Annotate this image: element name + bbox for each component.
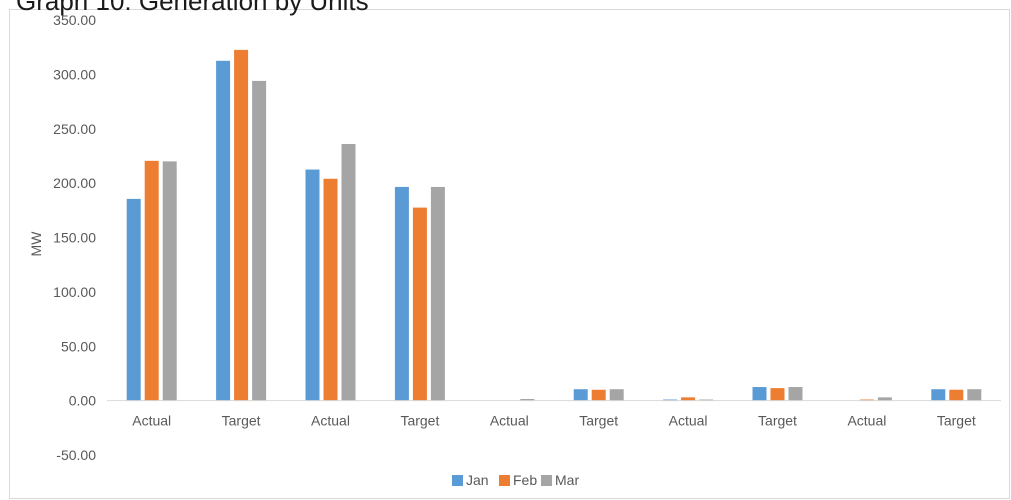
bar-jan [931, 389, 946, 401]
bar-mar [162, 161, 177, 401]
bars-group [126, 49, 982, 401]
legend-swatch-mar [541, 475, 552, 486]
x-tick-label: Actual [847, 413, 886, 429]
y-tick-label: 50.00 [61, 338, 96, 354]
bar-jan [394, 186, 409, 401]
bar-feb [770, 388, 785, 401]
bar-mar [609, 389, 624, 401]
y-tick-label: 300.00 [53, 66, 96, 82]
bar-jan [216, 60, 231, 401]
x-tick-label: Target [937, 413, 976, 429]
x-tick-label: Target [400, 413, 439, 429]
y-tick-label: 350.00 [53, 12, 96, 28]
bar-jan [573, 389, 588, 401]
legend: Jan Feb Mar [452, 472, 579, 488]
legend-label-feb: Feb [513, 472, 537, 488]
x-tick-label: Target [579, 413, 618, 429]
bar-mar [967, 389, 982, 401]
bar-jan [663, 399, 678, 401]
y-tick-label: 150.00 [53, 230, 96, 246]
x-tick-label: Actual [490, 413, 529, 429]
bar-mar [877, 397, 892, 401]
bar-feb [859, 399, 874, 401]
y-axis: 350.00 300.00 250.00 200.00 150.00 100.00 50.0… [53, 12, 96, 463]
x-tick-label: Actual [311, 413, 350, 429]
x-axis: Actual Target Actual Target Actual Target Actu… [107, 400, 1001, 429]
bar-jan [305, 169, 320, 401]
bar-jan [752, 387, 767, 401]
x-tick-label: Actual [669, 413, 708, 429]
bar-feb [234, 49, 249, 401]
y-axis-label: MW [28, 231, 44, 257]
y-tick-label: -50.00 [56, 447, 96, 463]
bar-mar [699, 399, 714, 401]
y-tick-label: 200.00 [53, 175, 96, 191]
x-tick-label: Target [222, 413, 261, 429]
bar-mar [341, 143, 356, 401]
y-tick-label: 100.00 [53, 284, 96, 300]
x-tick-label: Actual [132, 413, 171, 429]
bar-mar [520, 398, 535, 401]
legend-swatch-jan [452, 475, 463, 486]
bar-feb [591, 389, 606, 401]
legend-swatch-feb [499, 475, 510, 486]
x-tick-label: Target [758, 413, 797, 429]
bar-mar [252, 80, 267, 401]
bar-feb [949, 389, 964, 401]
bar-feb [144, 160, 159, 401]
bar-feb [412, 207, 427, 401]
bar-feb [681, 397, 696, 401]
legend-label-jan: Jan [466, 472, 489, 488]
legend-label-mar: Mar [555, 472, 579, 488]
chart-title: Graph 10: Generation by Units [16, 0, 369, 16]
bar-feb [323, 178, 338, 401]
bar-jan [126, 198, 141, 401]
y-tick-label: 250.00 [53, 121, 96, 137]
bar-mar [430, 186, 445, 401]
bar-mar [788, 387, 803, 401]
y-tick-label: 0.00 [69, 393, 96, 409]
